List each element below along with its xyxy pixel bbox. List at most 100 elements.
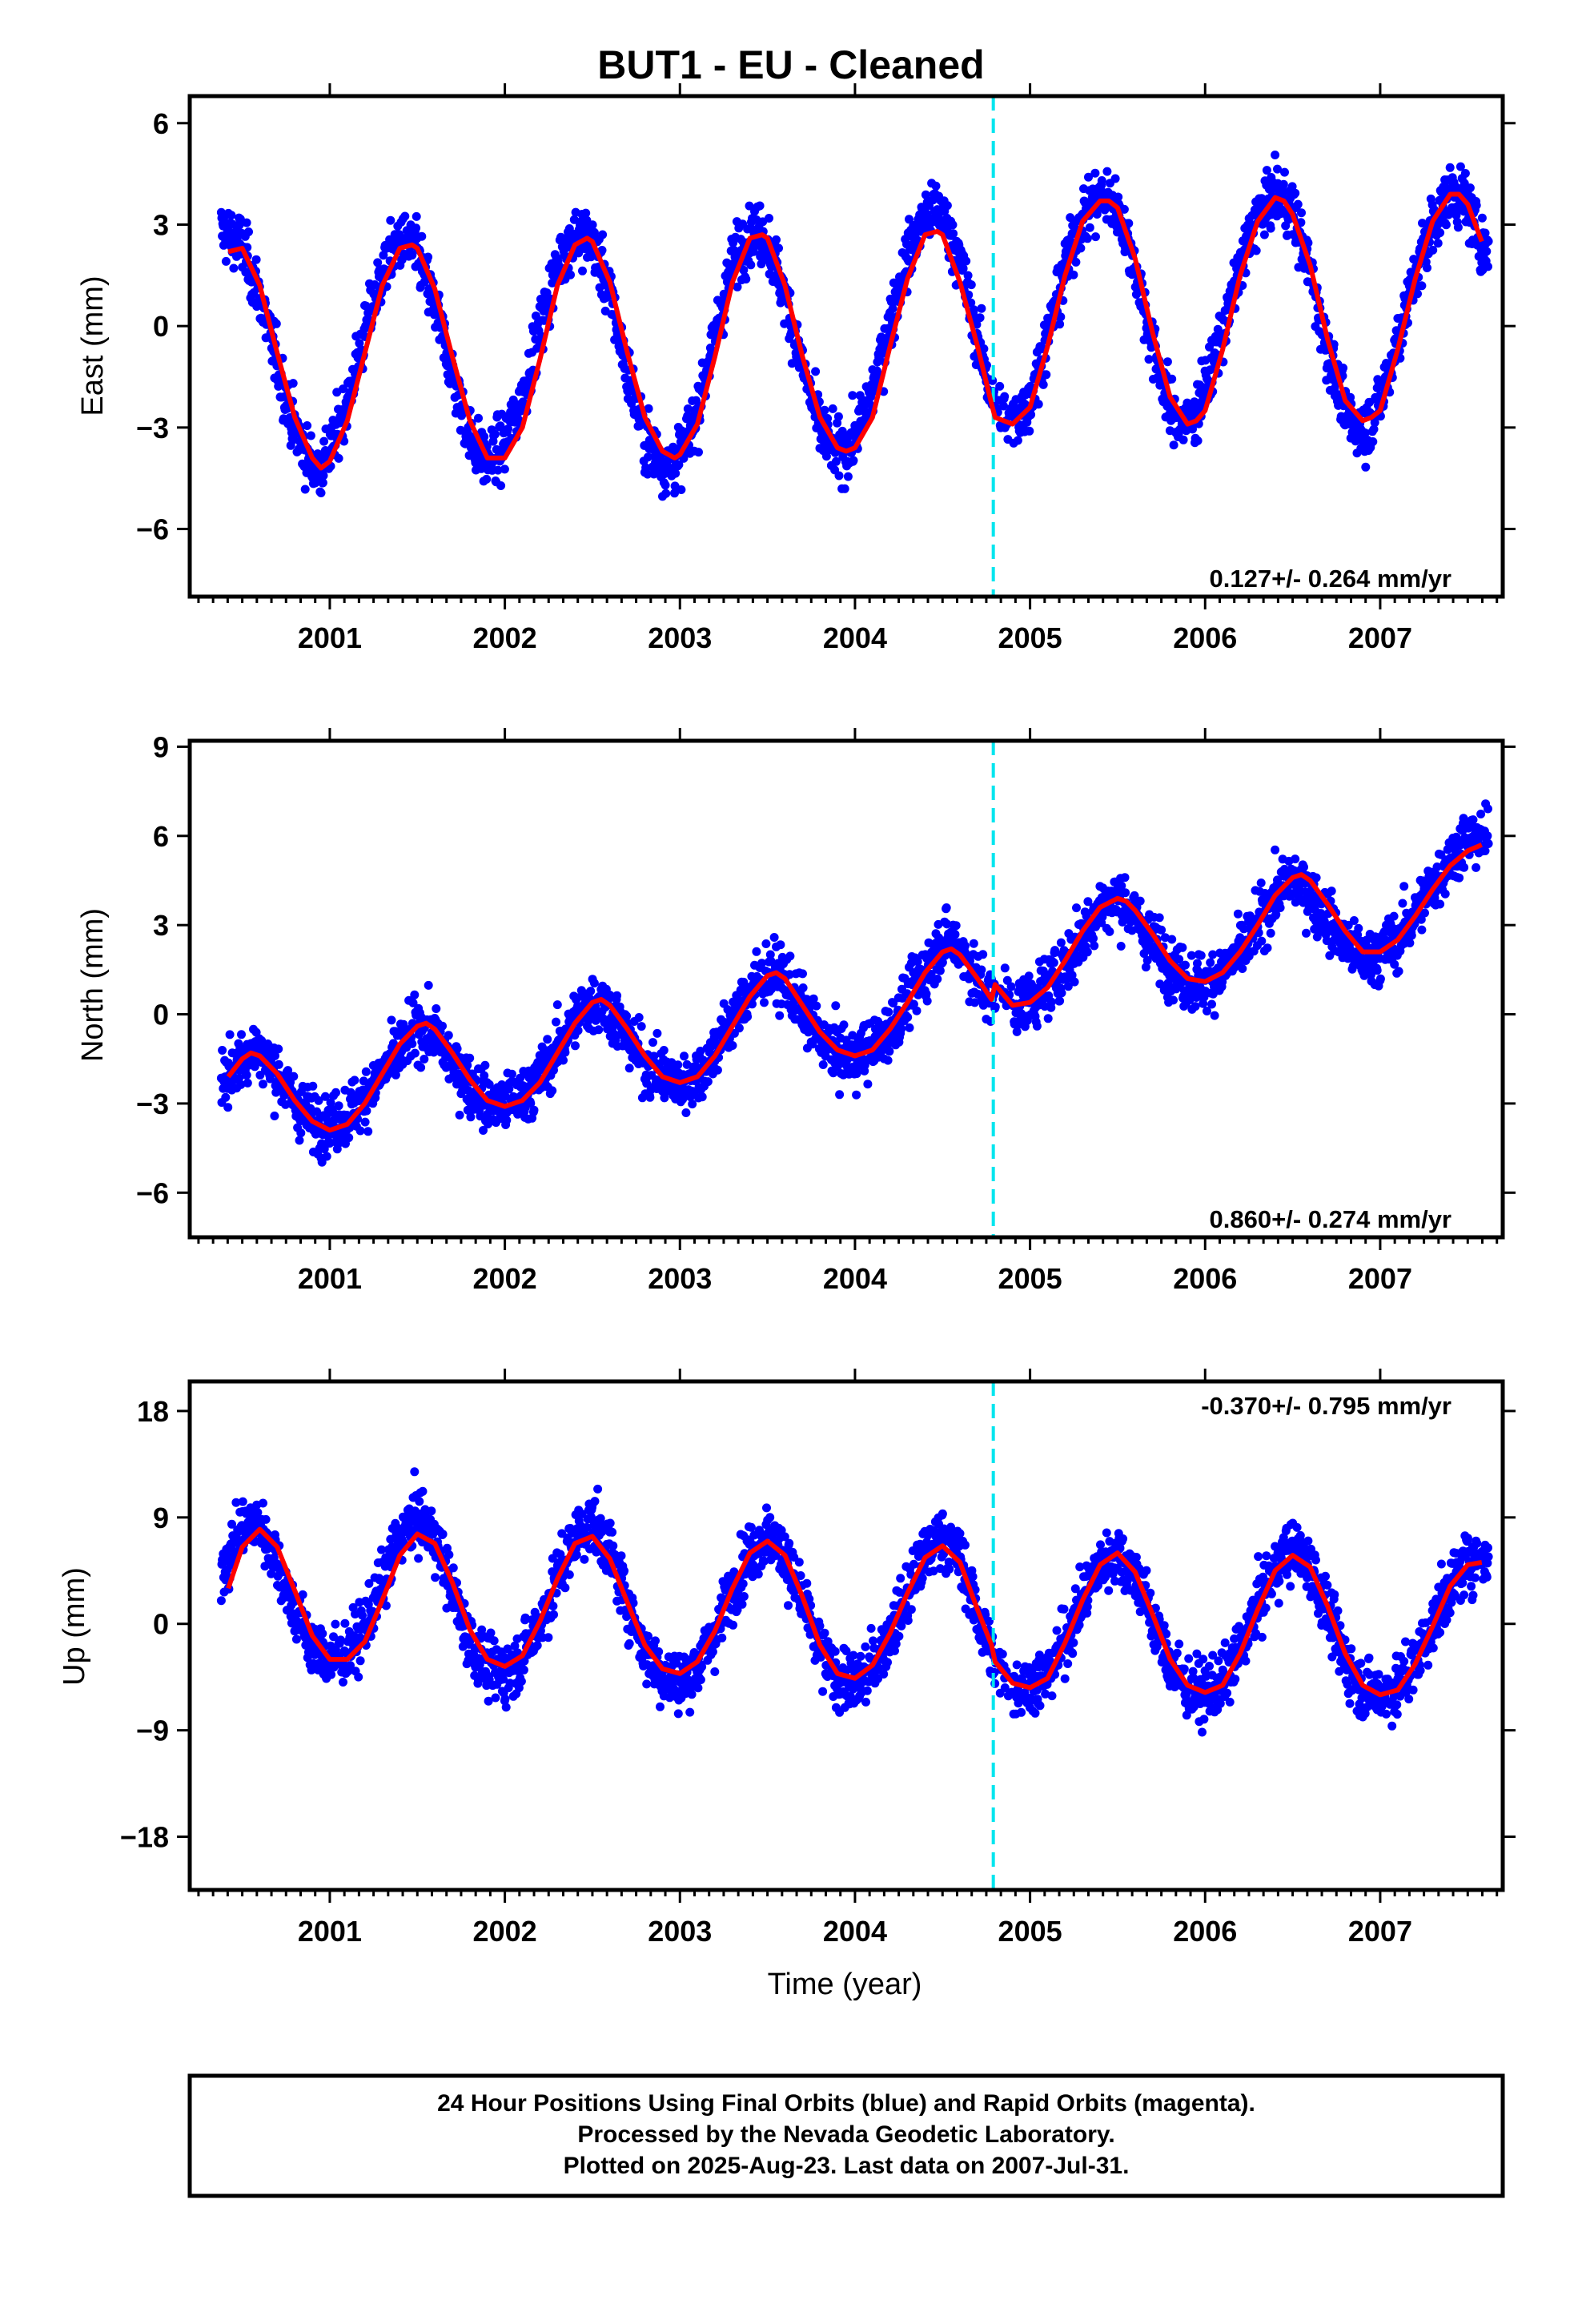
- north-point: [259, 1080, 267, 1089]
- east-point: [999, 401, 1008, 411]
- north-point: [314, 1096, 323, 1105]
- north-point: [1082, 947, 1092, 957]
- north-point: [829, 1068, 838, 1078]
- east-point: [1071, 257, 1081, 267]
- north-point: [978, 950, 988, 959]
- north-point: [798, 969, 807, 979]
- north-point: [410, 990, 420, 999]
- east-point: [746, 260, 756, 270]
- north-point: [1210, 1011, 1219, 1020]
- north-point: [236, 1080, 246, 1089]
- north-point: [346, 1088, 355, 1097]
- north-point: [776, 940, 785, 950]
- north-point: [1000, 963, 1010, 973]
- east-point: [1092, 210, 1102, 219]
- east-point: [979, 344, 989, 353]
- east-point: [1445, 163, 1455, 172]
- east-point: [1110, 174, 1120, 183]
- north-point: [1169, 995, 1178, 1005]
- north-point: [624, 1063, 634, 1073]
- north-point: [688, 1100, 697, 1109]
- east-point: [995, 381, 1005, 391]
- north-point: [438, 1021, 447, 1031]
- north-point: [271, 1051, 279, 1060]
- north-point: [921, 989, 931, 999]
- north-point: [502, 1116, 512, 1125]
- north-point: [1271, 910, 1281, 919]
- east-point: [504, 424, 513, 434]
- east-point: [588, 220, 597, 230]
- north-point: [388, 1039, 398, 1048]
- north-point: [1057, 988, 1066, 998]
- north-point: [612, 991, 622, 1000]
- east-rate-label: 0.127+/- 0.264 mm/yr: [1210, 565, 1452, 593]
- east-point: [674, 460, 684, 469]
- east-point: [412, 223, 421, 233]
- east-point: [820, 405, 829, 415]
- north-point: [885, 1047, 894, 1056]
- north-point: [391, 1070, 400, 1080]
- east-point: [1280, 167, 1289, 177]
- east-point: [843, 472, 853, 481]
- east-point: [221, 256, 231, 266]
- north-point: [573, 1026, 583, 1035]
- east-point: [271, 319, 281, 328]
- east-point: [1279, 179, 1288, 189]
- east-point: [514, 415, 524, 424]
- east-point: [962, 256, 971, 266]
- east-point: [1206, 365, 1215, 375]
- east-point: [963, 271, 973, 280]
- east-point: [670, 489, 679, 498]
- east-point: [1251, 246, 1261, 255]
- east-point: [1042, 370, 1051, 380]
- north-point: [969, 939, 978, 948]
- east-point: [1097, 176, 1106, 185]
- east-point: [1091, 232, 1100, 242]
- east-point: [242, 218, 251, 227]
- east-point: [966, 280, 976, 290]
- east-point: [1034, 400, 1043, 409]
- east-point: [490, 429, 500, 439]
- north-point: [728, 1041, 737, 1050]
- north-point: [416, 1063, 426, 1072]
- east-point: [408, 251, 417, 260]
- east-point: [1259, 230, 1269, 239]
- north-point: [1043, 1014, 1053, 1023]
- east-point: [474, 413, 483, 423]
- north-point: [935, 966, 945, 975]
- east-point: [229, 263, 239, 273]
- east-point: [1370, 418, 1379, 428]
- east-point: [1484, 236, 1493, 246]
- north-point: [1050, 947, 1060, 957]
- north-point: [835, 1090, 845, 1100]
- north-point: [863, 1080, 873, 1089]
- east-point: [1178, 435, 1188, 444]
- chart-title: BUT1 - EU - Cleaned: [597, 42, 984, 87]
- east-point: [733, 282, 742, 292]
- east-point: [1303, 238, 1313, 247]
- east-point: [644, 404, 653, 413]
- north-point: [848, 1031, 857, 1040]
- north-point: [325, 1139, 335, 1148]
- north-point: [355, 1126, 365, 1136]
- north-point: [1271, 845, 1280, 854]
- north-point: [1291, 854, 1300, 864]
- north-point: [950, 930, 960, 939]
- north-point: [571, 1041, 580, 1051]
- east-point: [373, 258, 383, 267]
- north-point: [990, 1002, 1000, 1011]
- north-point: [951, 921, 961, 931]
- east-point: [834, 471, 844, 480]
- north-point: [1116, 942, 1126, 951]
- east-point: [1460, 169, 1470, 178]
- north-point: [938, 958, 947, 967]
- north-point: [552, 1017, 560, 1027]
- east-point: [1368, 437, 1378, 446]
- east-point: [1360, 428, 1370, 438]
- north-point: [681, 1108, 691, 1117]
- north-point: [1263, 943, 1272, 953]
- north-point: [1207, 999, 1216, 1009]
- north-point: [1032, 1021, 1042, 1031]
- east-point: [318, 478, 327, 488]
- north-point: [697, 1092, 707, 1102]
